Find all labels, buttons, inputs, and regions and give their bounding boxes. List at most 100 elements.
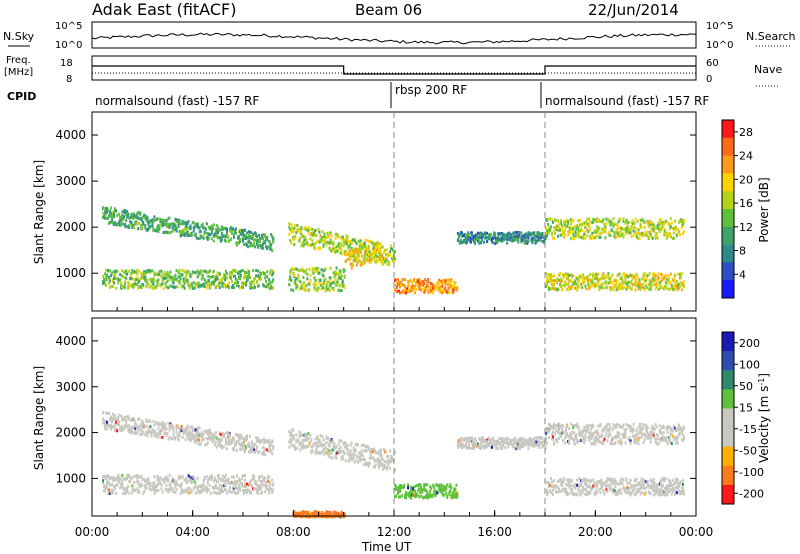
- echo-cell: [157, 282, 160, 285]
- echo-cell: [589, 220, 592, 224]
- echo-cell: [122, 491, 125, 495]
- echo-cell: [647, 225, 650, 229]
- echo-cell: [234, 485, 237, 489]
- echo-cell: [294, 280, 297, 284]
- echo-cell: [336, 282, 339, 286]
- echo-cell: [191, 429, 194, 433]
- echo-cell: [290, 223, 293, 227]
- echo-cell: [261, 482, 264, 486]
- echo-cell: [265, 448, 268, 452]
- echo-cell: [104, 278, 107, 282]
- echo-cell: [552, 430, 554, 434]
- echo-cell: [444, 488, 447, 492]
- echo-cell: [317, 286, 320, 290]
- echo-cell: [323, 232, 326, 236]
- echo-cell: [385, 248, 388, 252]
- freq-trace: [92, 65, 696, 75]
- echo-cell: [307, 229, 310, 232]
- echo-cell: [288, 283, 291, 287]
- echo-cell: [631, 222, 634, 226]
- cpid-label: CPID: [7, 90, 36, 103]
- echo-cell: [452, 290, 455, 294]
- echo-cell: [214, 483, 217, 487]
- echo-cell: [514, 231, 517, 235]
- echo-cell: [174, 486, 177, 489]
- echo-cell: [161, 282, 164, 286]
- echo-cell: [542, 235, 545, 239]
- echo-cell: [160, 487, 163, 491]
- echo-cell: [431, 284, 434, 288]
- echo-cell: [110, 274, 113, 278]
- echo-cell: [144, 272, 147, 276]
- echo-cell: [115, 286, 118, 290]
- echo-cell: [180, 482, 183, 486]
- echo-cell: [329, 282, 332, 286]
- echo-cell: [185, 429, 188, 433]
- echo-cell: [133, 212, 136, 216]
- echo-cell: [128, 474, 131, 477]
- echo-cell: [585, 287, 588, 291]
- echo-cell: [248, 441, 250, 445]
- echo-cell: [187, 270, 190, 274]
- echo-cell: [584, 230, 587, 234]
- echo-cell: [491, 445, 494, 449]
- echo-cell: [115, 209, 118, 213]
- echo-cell: [124, 211, 127, 215]
- echo-cell: [178, 474, 181, 478]
- echo-cell: [373, 248, 376, 252]
- echo-cell: [109, 417, 112, 421]
- echo-cell: [549, 278, 551, 282]
- echo-cell: [142, 430, 145, 434]
- echo-cell: [651, 279, 654, 283]
- echo-cell: [496, 241, 499, 245]
- echo-cell: [582, 430, 585, 434]
- echo-cell: [608, 231, 611, 234]
- echo-cell: [168, 216, 171, 220]
- echo-cell: [224, 440, 227, 443]
- echo-cell: [332, 281, 335, 285]
- echo-cell: [365, 449, 368, 453]
- echo-cell: [673, 279, 676, 282]
- echo-cell: [402, 289, 405, 293]
- echo-cell: [107, 268, 110, 272]
- echo-cell: [255, 269, 258, 272]
- echo-cell: [384, 450, 387, 454]
- echo-cell: [218, 272, 221, 276]
- echo-cell: [165, 475, 168, 479]
- echo-cell: [644, 283, 647, 287]
- echo-cell: [679, 275, 682, 279]
- echo-cell: [494, 241, 497, 245]
- echo-cell: [629, 231, 632, 235]
- echo-cell: [108, 423, 111, 427]
- echo-cell: [440, 287, 443, 291]
- echo-cell: [677, 286, 680, 290]
- cpid-segment-2: rbsp 200 RF: [395, 83, 467, 97]
- echo-cell: [227, 286, 230, 289]
- echo-cell: [577, 440, 580, 444]
- echo-cell: [677, 282, 680, 286]
- echo-cell: [486, 438, 489, 442]
- echo-cell: [181, 474, 184, 478]
- echo-cell: [103, 474, 106, 478]
- echo-cell: [360, 449, 363, 453]
- echo-cell: [174, 217, 177, 221]
- echo-cell: [271, 440, 274, 444]
- echo-cell: [652, 274, 655, 277]
- echo-cell: [252, 443, 255, 447]
- echo-cell: [609, 286, 612, 289]
- echo-cell: [533, 440, 536, 444]
- echo-cell: [151, 286, 154, 290]
- echo-cell: [250, 479, 252, 483]
- echo-cell: [269, 447, 272, 451]
- echo-cell: [272, 278, 275, 282]
- echo-cell: [128, 424, 131, 428]
- echo-cell: [113, 212, 116, 216]
- echo-cell: [563, 235, 566, 239]
- echo-cell: [605, 276, 608, 279]
- echo-cell: [330, 234, 333, 238]
- echo-cell: [212, 438, 215, 442]
- echo-cell: [412, 487, 415, 491]
- echo-cell: [339, 271, 342, 275]
- echo-cell: [102, 481, 105, 485]
- echo-cell: [583, 232, 586, 236]
